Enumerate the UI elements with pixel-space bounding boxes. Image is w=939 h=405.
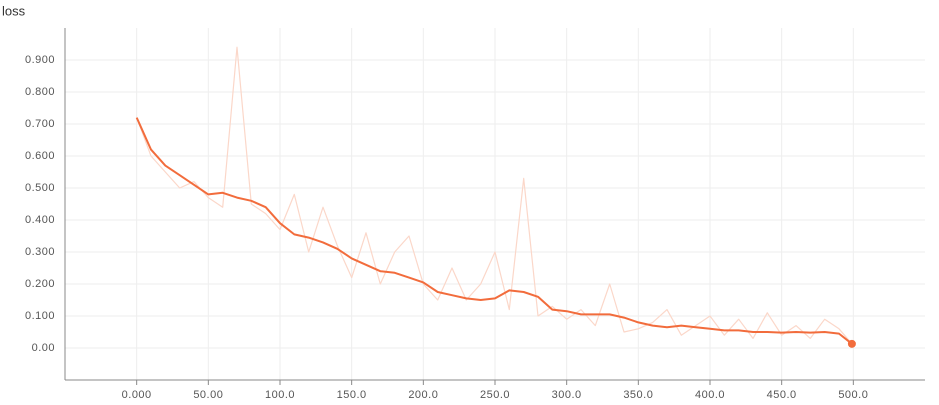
y-tick-label: 0.600 (25, 150, 55, 162)
y-tick-label: 0.500 (25, 182, 55, 194)
x-tick-label: 300.0 (552, 389, 582, 401)
y-tick-label: 0.100 (25, 310, 55, 322)
x-tick-label: 400.0 (695, 389, 725, 401)
x-tick-label: 500.0 (838, 389, 868, 401)
x-tick-label: 250.0 (480, 389, 510, 401)
y-tick-label: 0.800 (25, 86, 55, 98)
series-line (135, 117, 853, 345)
y-tick-label: 0.700 (25, 118, 55, 130)
y-tick-label: 0.400 (25, 214, 55, 226)
x-tick-label: 450.0 (767, 389, 797, 401)
end-point (847, 339, 856, 348)
y-tick-label: 0.900 (25, 54, 55, 66)
y-tick-label: 0.00 (32, 342, 55, 354)
y-tick-label: 0.300 (25, 246, 55, 258)
y-tick-label: 0.200 (25, 278, 55, 290)
x-tick-label: 100.0 (265, 389, 295, 401)
x-tick-label: 350.0 (623, 389, 653, 401)
chart-title: loss (2, 3, 26, 18)
x-tick-label: 50.00 (193, 389, 223, 401)
x-tick-label: 150.0 (337, 389, 367, 401)
series-line (136, 46, 853, 345)
x-tick-label: 0.000 (122, 389, 152, 401)
x-tick-label: 200.0 (408, 389, 438, 401)
